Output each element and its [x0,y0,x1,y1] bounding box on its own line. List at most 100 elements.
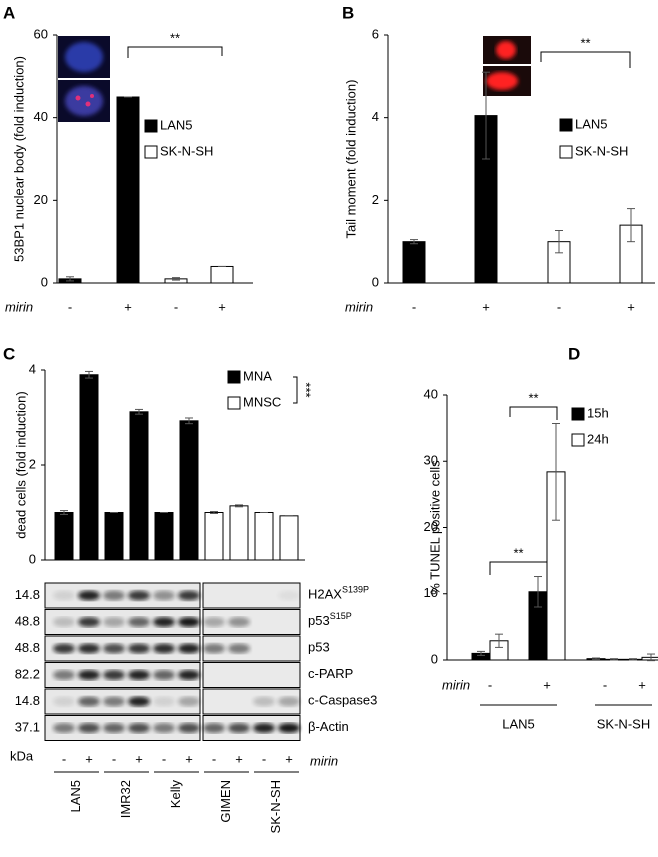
y-tick-label: 0 [431,651,438,666]
band [53,617,75,627]
legend-swatch [227,370,241,384]
band [78,590,100,601]
bar [154,512,174,561]
x-axis-label: mirin [345,299,373,314]
band [53,670,75,680]
band [178,696,200,707]
kda-label: 37.1 [15,719,40,734]
bar [129,411,149,561]
significance-bracket [509,406,558,420]
error-bar [66,276,74,282]
y-tick-label: 40 [424,386,438,401]
error-bar [495,633,503,648]
kda-label: 14.8 [15,693,40,708]
band [78,670,100,680]
group-label: SK-N-SH [597,716,650,731]
error-bar [555,230,563,254]
band [153,643,175,654]
y-tick-label: 60 [34,26,48,41]
x-tick-label: + [543,677,551,692]
bar [229,505,249,561]
band [278,723,300,733]
y-tick-label: 20 [424,519,438,534]
comet [486,72,518,90]
band [78,723,100,733]
x-tick-label: + [218,299,226,314]
y-tick-label: 20 [34,192,48,207]
error-bar [60,510,68,515]
x-tick-label: + [638,677,646,692]
band [103,617,125,627]
band [103,643,125,654]
bar [104,512,124,561]
x-tick-label: - [262,751,266,766]
band [153,723,175,733]
comet [496,41,516,59]
legend-swatch [571,407,585,421]
protein-name: c-Caspase3 [308,693,377,708]
legend-swatch [144,145,158,159]
significance-label: ** [580,35,590,50]
kda-label: 14.8 [15,587,40,602]
band [178,643,200,654]
x-tick-label: - [174,299,178,314]
error-bar [627,208,635,243]
y-tick-label: 0 [29,551,36,566]
legend-swatch [144,119,158,133]
error-bar [210,511,218,514]
band [128,670,150,680]
group-label: LAN5 [68,780,83,813]
band [178,590,200,601]
error-bar [477,650,485,656]
protein-label: β-Actin [308,719,349,734]
error-bar [185,417,193,425]
x-tick-label: - [112,751,116,766]
y-axis-label: Tail moment (fold induction) [343,80,358,239]
x-tick-label: + [235,751,243,766]
protein-label: p53S15P [308,611,352,628]
x-axis-label: mirin [442,677,470,692]
significance-bracket [127,46,223,58]
y-tick-label: 4 [29,361,36,376]
y-tick-label: 10 [424,585,438,600]
bar [254,512,274,561]
bar [279,515,299,561]
band [253,723,275,733]
band [278,590,300,601]
bar [641,656,658,661]
y-tick-label: 0 [372,274,379,289]
x-tick-label: + [285,751,293,766]
kda-label: 48.8 [15,613,40,628]
x-tick-label: - [212,751,216,766]
panel-letter: A [3,3,15,22]
foci [90,94,94,98]
nucleus [65,86,103,116]
x-tick-label: - [488,677,492,692]
band [53,643,75,654]
error-bar [135,408,143,415]
band [228,723,250,733]
y-tick-label: 30 [424,453,438,468]
x-tick-label: - [162,751,166,766]
band [53,696,75,707]
group-label: Kelly [168,780,183,809]
y-axis-label: % TUNEL positive cells [427,460,442,595]
x-tick-label: - [62,751,66,766]
band [78,643,100,654]
protein-name: p53 [308,640,330,655]
error-bar [534,576,542,608]
significance-label: ** [513,545,523,560]
significance-bracket [540,51,631,68]
band [278,696,300,707]
legend-label: 15h [587,405,609,420]
significance-bracket [293,376,298,404]
band [203,617,225,627]
band [153,590,175,601]
y-tick-label: 2 [372,192,379,207]
band [128,723,150,733]
bar [179,420,199,561]
bar [204,512,224,561]
nucleus [65,42,103,72]
foci [85,101,91,107]
